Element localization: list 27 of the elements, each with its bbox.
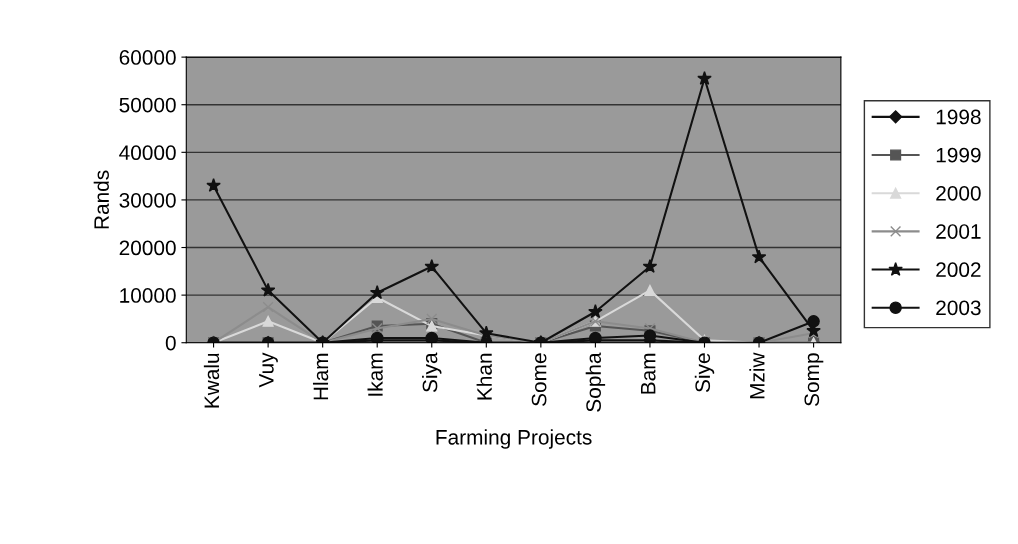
y-tick-label: 0 bbox=[165, 335, 176, 351]
x-tick-label: Vuy bbox=[259, 352, 278, 388]
legend-label: 1999 bbox=[936, 147, 981, 163]
y-axis-title: Rands bbox=[93, 170, 109, 229]
x-tick-label: Hlam bbox=[312, 353, 329, 400]
x-tick-label: Mziw bbox=[749, 352, 765, 399]
legend-label: 2001 bbox=[936, 224, 981, 239]
x-tick-label: Some bbox=[531, 353, 547, 406]
x-tick-label: Sopha bbox=[585, 352, 606, 412]
legend-label: 2000 bbox=[936, 185, 981, 201]
y-tick-label: 30000 bbox=[119, 192, 176, 208]
x-tick-label: Siye bbox=[694, 353, 715, 393]
y-tick-label: 40000 bbox=[119, 145, 176, 161]
x-tick-label: Somp bbox=[804, 353, 824, 406]
x-tick-label: Bam bbox=[641, 353, 656, 394]
y-tick-label: 20000 bbox=[119, 240, 176, 256]
legend-label: 1998 bbox=[936, 109, 981, 125]
y-tick-label: 10000 bbox=[120, 288, 176, 303]
legend-label: 2002 bbox=[936, 262, 981, 278]
x-tick-label: Ikam bbox=[367, 353, 383, 396]
x-tick-label: Khan bbox=[476, 353, 492, 400]
x-tick-label: Kwalu bbox=[203, 353, 220, 408]
y-tick-label: 50000 bbox=[119, 97, 176, 113]
legend-label: 2003 bbox=[936, 300, 981, 316]
y-tick-label: 60000 bbox=[119, 50, 176, 65]
x-axis-title: Farming Projects bbox=[436, 429, 592, 449]
x-tick-label: Siya bbox=[422, 352, 442, 393]
